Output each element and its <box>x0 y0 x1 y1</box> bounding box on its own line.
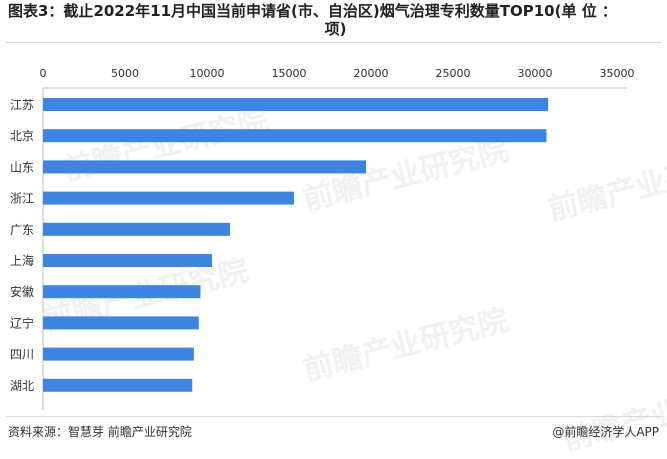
x-tick-label: 15000 <box>272 67 307 80</box>
x-tick-label: 0 <box>40 67 47 80</box>
brand-label: @前瞻经济学人APP <box>552 425 659 439</box>
category-label: 广东 <box>10 223 34 237</box>
category-label: 安徽 <box>10 284 34 299</box>
category-label: 四川 <box>10 348 34 362</box>
category-label: 辽宁 <box>10 315 34 330</box>
bar <box>43 347 194 361</box>
chart-title-line2: 项) <box>324 20 347 38</box>
x-tick-label: 20000 <box>354 67 389 80</box>
title-divider <box>6 42 662 43</box>
category-label: 江苏 <box>10 98 34 112</box>
bar <box>43 285 201 299</box>
x-tick-label: 35000 <box>600 67 635 80</box>
x-tick-label: 10000 <box>190 67 225 80</box>
category-label: 山东 <box>10 160 34 174</box>
source-note: 资料来源：智慧芽 前瞻产业研究院 <box>8 425 192 439</box>
x-tick-label: 30000 <box>518 67 553 80</box>
x-tick-label: 5000 <box>111 67 139 80</box>
category-label: 浙江 <box>10 192 34 206</box>
bar <box>43 129 547 143</box>
chart-title-line1: 图表3：截止2022年11月中国当前申请省(市、自治区)烟气治理专利数量TOP1… <box>8 2 617 20</box>
bar <box>43 316 199 330</box>
bar <box>43 160 367 174</box>
category-label: 上海 <box>10 253 34 268</box>
bar <box>43 254 212 267</box>
chart-title: 图表3：截止2022年11月中国当前申请省(市、自治区)烟气治理专利数量TOP1… <box>8 2 663 38</box>
category-label: 北京 <box>10 129 34 143</box>
bar <box>43 191 294 205</box>
bar-chart: 0 5000 10000 15000 20000 25000 30000 35000 江苏北京山… <box>10 67 635 410</box>
x-tick-label: 25000 <box>436 67 471 80</box>
bar <box>43 98 549 111</box>
footer-divider <box>6 416 662 417</box>
bar <box>43 222 230 236</box>
category-label: 湖北 <box>10 378 34 393</box>
bar <box>43 378 193 392</box>
